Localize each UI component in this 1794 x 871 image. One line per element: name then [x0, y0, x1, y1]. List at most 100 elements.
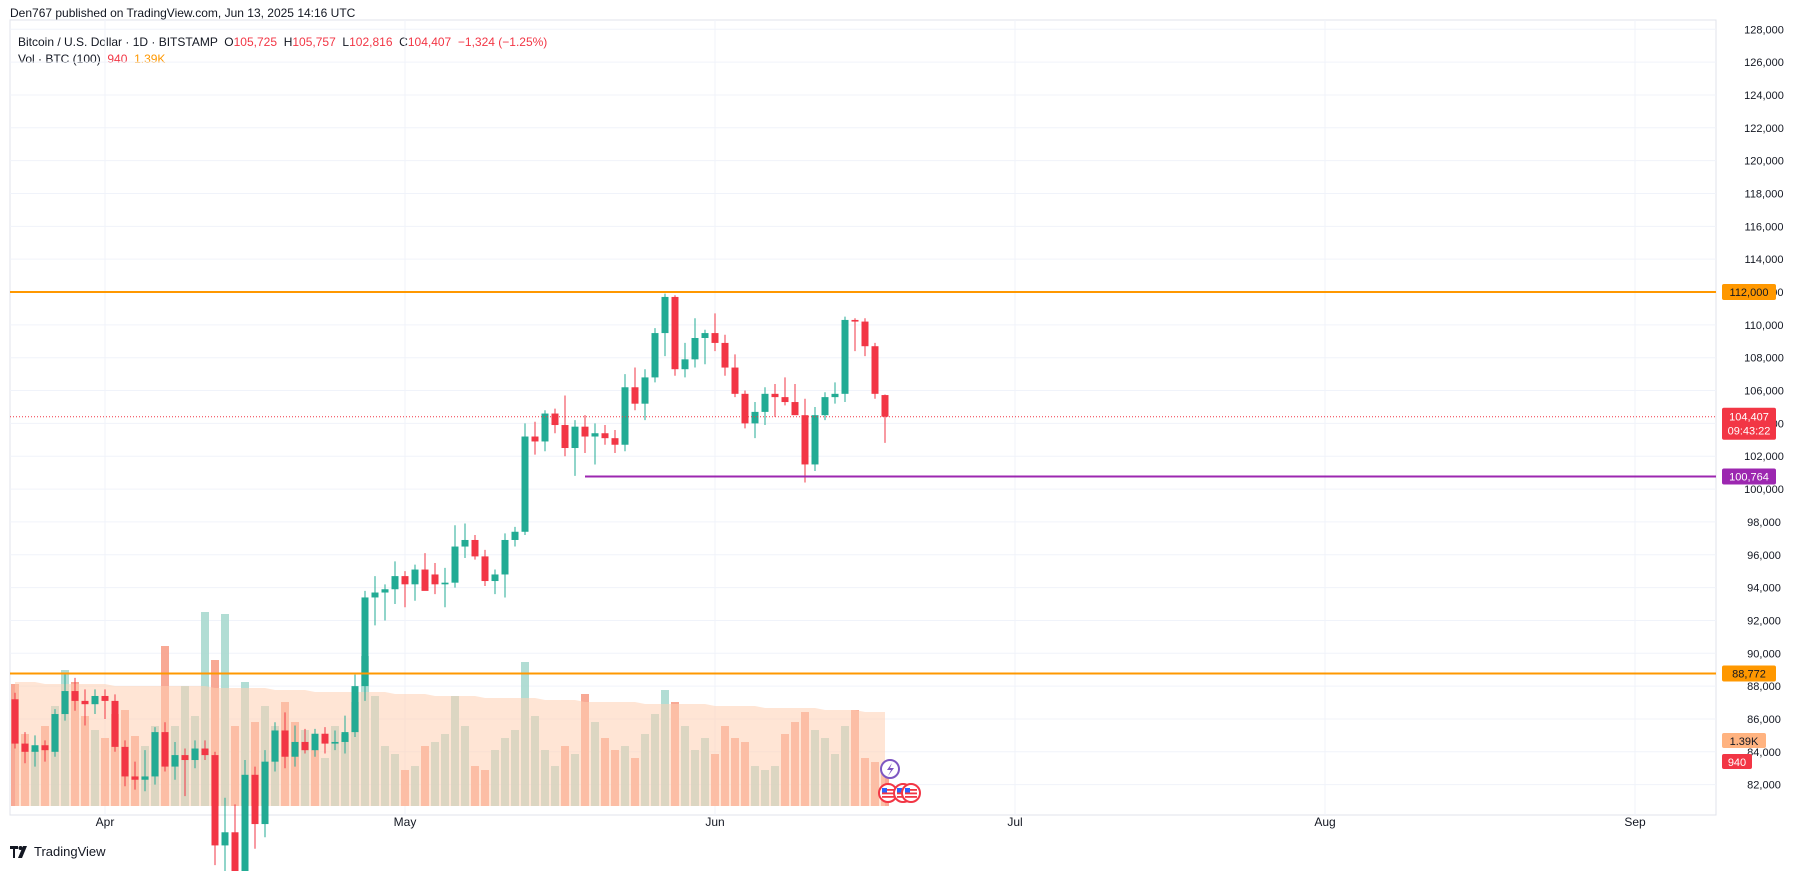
level-tag-resistance [1722, 284, 1776, 301]
legend-low: 102,816 [349, 35, 393, 49]
candle-body [741, 393, 749, 424]
candle-body [581, 426, 589, 437]
candle-body [421, 569, 429, 591]
bar-countdown-label: 09:43:22 [1728, 426, 1771, 438]
level-tag-label: 88,772 [1732, 668, 1766, 680]
y-tick-label: 88,000 [1747, 681, 1781, 693]
candle-body [131, 776, 139, 780]
x-tick-label: Aug [1314, 815, 1335, 829]
candle-body [801, 415, 809, 465]
y-tick-label: 84,000 [1747, 747, 1781, 759]
candle-body [141, 776, 149, 780]
candle-body [731, 367, 739, 394]
candle-body [31, 745, 39, 752]
y-tick-label: 82,000 [1747, 780, 1781, 792]
candle-body [511, 531, 519, 540]
candle-body [241, 774, 249, 871]
candle-body [661, 296, 669, 334]
candle-body [41, 745, 49, 751]
candle-body [471, 539, 479, 557]
candle-body [531, 436, 539, 442]
y-tick-label: 106,000 [1744, 386, 1784, 398]
candle-body [111, 700, 119, 747]
candle-body [91, 695, 99, 705]
candle-body [611, 438, 619, 445]
candle-body [231, 832, 239, 871]
candle-body [81, 700, 89, 705]
candle-body [691, 338, 699, 360]
level-tag-label: 100,764 [1729, 472, 1769, 484]
legend-change: −1,324 (−1.25%) [457, 35, 548, 49]
bolt-icon [887, 763, 894, 776]
volume-ma-tag-label: 1.39K [1730, 736, 1759, 748]
y-tick-label: 94,000 [1747, 583, 1781, 595]
candle-body [751, 411, 759, 424]
candle-body [461, 539, 469, 547]
last-price-label: 104,407 [1729, 412, 1769, 424]
tradingview-brand[interactable]: TradingView [10, 844, 106, 859]
candle-body [221, 832, 229, 846]
candle-body [631, 387, 639, 404]
candle-body [321, 733, 329, 744]
candle-body [871, 346, 879, 394]
candle-body [61, 691, 69, 715]
candle-body [71, 691, 79, 701]
legend-high-key: H [283, 35, 293, 49]
candle-body [701, 333, 709, 338]
candle-body [371, 592, 379, 598]
candle-body [451, 546, 459, 583]
y-tick-label: 114,000 [1745, 254, 1784, 266]
y-tick-label: 120,000 [1744, 156, 1784, 168]
y-tick-label: 126,000 [1744, 57, 1784, 69]
x-tick-label: Apr [96, 815, 115, 829]
candle-body [671, 296, 679, 370]
legend-symbol[interactable]: Bitcoin / U.S. Dollar · 1D · BITSTAMP [18, 35, 218, 49]
candle-body [501, 539, 509, 575]
candle-body [191, 748, 199, 761]
candle-body [441, 582, 449, 585]
candle-body [761, 393, 769, 412]
x-tick-label: Jun [705, 815, 724, 829]
y-tick-label: 100,000 [1744, 484, 1784, 496]
candle-body [711, 333, 719, 343]
candle-body [211, 755, 219, 846]
candle-body [161, 732, 169, 767]
candle-body [331, 741, 339, 744]
y-tick-label: 96,000 [1747, 550, 1781, 562]
flag-stripe [905, 789, 917, 791]
candle-body [481, 556, 489, 582]
y-tick-label: 108,000 [1744, 353, 1784, 365]
volume-ma-area [15, 682, 885, 806]
flag-stripe [905, 792, 917, 795]
candle-body [381, 589, 389, 593]
candle-body [721, 342, 729, 368]
level-tag-low-line [1722, 468, 1776, 485]
candle-body [771, 393, 779, 398]
flag-canton [882, 788, 887, 793]
candle-body [21, 743, 29, 752]
tradingview-logo-icon [10, 845, 27, 858]
candle-body [681, 359, 689, 370]
candle-body [151, 732, 159, 777]
chart-pane-frame [9, 19, 1717, 816]
x-tick-label: Sep [1624, 815, 1646, 829]
candle-body [391, 576, 399, 590]
candle-body [101, 695, 109, 701]
candle-body [121, 746, 129, 777]
y-tick-label: 116,000 [1745, 221, 1784, 233]
candle-body [201, 748, 209, 756]
candle-body [11, 699, 19, 744]
candle-body [361, 597, 369, 687]
x-tick-label: Jul [1007, 815, 1022, 829]
level-tag-support [1722, 665, 1776, 682]
candle-body [521, 436, 529, 532]
y-tick-label: 122,000 [1744, 123, 1784, 135]
candle-body [811, 415, 819, 465]
candle-body [181, 755, 189, 761]
y-tick-label: 98,000 [1747, 517, 1781, 529]
tradingview-brand-label: TradingView [34, 844, 106, 859]
flag-stripe [882, 796, 894, 798]
candle-body [641, 377, 649, 404]
level-tag-label: 112,000 [1730, 287, 1769, 299]
